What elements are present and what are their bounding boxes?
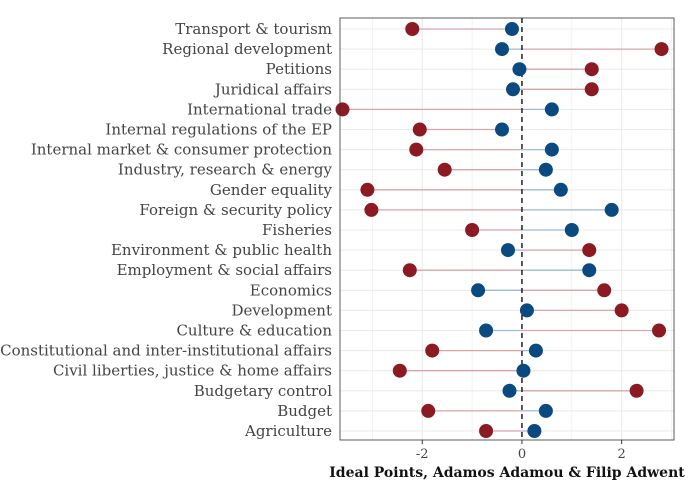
point-blue <box>500 243 515 258</box>
point-blue <box>544 142 559 157</box>
segments <box>342 28 662 432</box>
point-blue <box>604 202 619 217</box>
point-red <box>652 323 667 338</box>
point-red <box>392 363 407 378</box>
category-label: Petitions <box>266 60 332 78</box>
x-tick-label: 2 <box>618 447 626 462</box>
category-label: Industry, research & energy <box>118 161 333 179</box>
point-red <box>584 62 599 77</box>
point-blue <box>553 182 568 197</box>
point-red <box>364 202 379 217</box>
point-blue <box>502 383 517 398</box>
category-label: Transport & tourism <box>175 20 332 38</box>
point-blue <box>582 263 597 278</box>
category-label: International trade <box>187 100 332 118</box>
grid <box>340 18 674 440</box>
point-blue <box>544 102 559 117</box>
category-label: Foreign & security policy <box>139 201 332 219</box>
category-label: Budget <box>277 402 332 420</box>
point-blue <box>564 223 579 237</box>
category-label: Constitutional and inter-institutional a… <box>0 342 332 360</box>
point-red <box>597 283 612 298</box>
point-blue <box>519 303 534 318</box>
category-label: Regional development <box>162 40 332 58</box>
point-red <box>402 263 417 278</box>
category-label: Juridical affairs <box>213 80 332 98</box>
point-red <box>582 243 597 258</box>
point-blue <box>516 363 531 378</box>
category-label: Development <box>232 301 332 319</box>
category-label: Agriculture <box>244 422 332 440</box>
point-red <box>465 223 480 237</box>
category-label: Internal regulations of the EP <box>105 121 332 139</box>
category-label: Employment & social affairs <box>117 261 332 279</box>
category-label: Environment & public health <box>111 241 332 259</box>
point-red <box>409 142 424 157</box>
category-label: Culture & education <box>176 322 332 340</box>
x-tick-label: 0 <box>518 447 526 462</box>
point-red <box>584 82 599 97</box>
point-blue <box>528 343 543 358</box>
point-red <box>614 303 629 318</box>
category-label: Civil liberties, justice & home affairs <box>53 362 332 380</box>
point-blue <box>495 122 510 137</box>
category-label: Internal market & consumer protection <box>31 141 333 159</box>
point-blue <box>504 22 519 36</box>
x-axis-title: Ideal Points, Adamos Adamou & Filip Adwe… <box>329 465 685 481</box>
point-blue <box>538 403 553 418</box>
category-label: Gender equality <box>210 181 333 199</box>
point-blue <box>471 283 486 298</box>
point-blue <box>505 82 520 97</box>
panel-border <box>339 17 675 441</box>
point-red <box>479 424 494 438</box>
point-red <box>437 162 452 177</box>
point-red <box>425 343 440 358</box>
category-label: Fisheries <box>262 221 332 239</box>
point-blue <box>538 162 553 177</box>
x-axis-ticks: -2 0 2 <box>416 440 626 462</box>
points <box>335 22 669 438</box>
point-red <box>654 42 669 57</box>
point-blue <box>512 62 527 77</box>
category-label: Economics <box>250 281 332 299</box>
point-blue <box>479 323 494 338</box>
point-red <box>412 122 427 137</box>
category-labels: Transport & tourism Regional development P… <box>0 20 332 440</box>
x-tick-label: -2 <box>416 447 429 462</box>
point-red <box>405 22 420 36</box>
point-red <box>421 403 436 418</box>
point-red <box>360 182 375 197</box>
point-blue <box>527 424 542 438</box>
point-red <box>335 102 350 117</box>
point-red <box>629 383 644 398</box>
category-label: Budgetary control <box>194 382 332 400</box>
point-blue <box>495 42 510 57</box>
